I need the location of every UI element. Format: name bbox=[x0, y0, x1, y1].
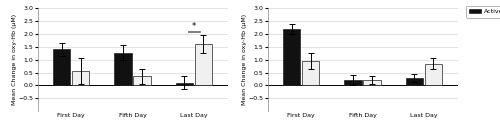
Bar bbox=[176, 83, 193, 85]
Bar bbox=[134, 76, 150, 85]
Y-axis label: Mean Change in oxy-Hb (μM): Mean Change in oxy-Hb (μM) bbox=[12, 14, 17, 105]
Bar bbox=[114, 53, 132, 85]
Bar bbox=[72, 71, 90, 85]
Bar bbox=[364, 80, 380, 85]
Bar bbox=[283, 29, 300, 85]
Y-axis label: Mean Change in oxy-Hb (μM): Mean Change in oxy-Hb (μM) bbox=[242, 14, 247, 105]
Bar bbox=[424, 64, 442, 85]
Bar bbox=[53, 49, 70, 85]
Bar bbox=[194, 44, 212, 85]
Legend: Active, Sham: Active, Sham bbox=[466, 6, 500, 18]
Bar bbox=[406, 78, 423, 85]
Bar bbox=[302, 61, 320, 85]
Bar bbox=[344, 80, 362, 85]
Text: *: * bbox=[192, 22, 196, 31]
